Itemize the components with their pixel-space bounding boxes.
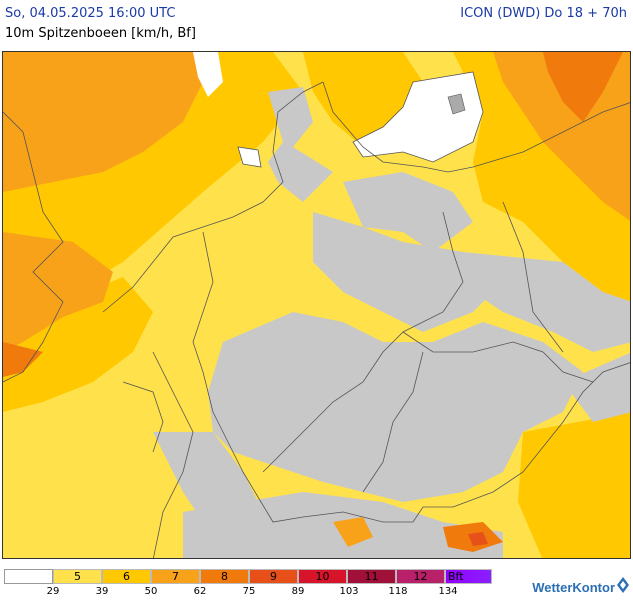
legend-swatch-bf6: 6 <box>102 569 151 584</box>
legend-swatch-bf5: 5 <box>53 569 102 584</box>
bf9-spot-alps <box>468 532 488 546</box>
bf8-area-baltic <box>543 52 623 122</box>
grey-area-jutland <box>268 87 333 202</box>
bf7-area-english-coast <box>3 232 113 352</box>
legend-swatch-bf12: 12 <box>396 569 445 584</box>
wetterkontor-mark-icon <box>617 577 629 593</box>
grey-area-south-germany <box>208 312 583 502</box>
bf6-area-southeast <box>518 412 630 558</box>
threshold-label: 62 <box>193 586 207 597</box>
grey-area-brandenburg <box>343 172 473 252</box>
threshold-label: 39 <box>95 586 109 597</box>
borders <box>3 71 630 558</box>
bft-legend: 5 6 7 8 9 10 11 12 Bft <box>4 569 492 586</box>
legend-swatch-below5 <box>4 569 53 584</box>
legend-swatch-bf8: 8 <box>200 569 249 584</box>
legend-swatch-bf7: 7 <box>151 569 200 584</box>
threshold-label: 134 <box>438 586 458 597</box>
threshold-label: 50 <box>144 586 158 597</box>
legend-swatch-bf11: 11 <box>347 569 396 584</box>
calm-area-baltic-sea <box>353 72 483 162</box>
legend-swatch-bft: Bft <box>445 569 492 584</box>
legend-swatch-bf10: 10 <box>298 569 347 584</box>
threshold-label: 103 <box>339 586 359 597</box>
parameter-label: 10m Spitzenboeen [km/h, Bf] <box>5 26 196 41</box>
bornholm-island <box>447 93 466 115</box>
bf7-spot-alps-west <box>333 517 373 547</box>
wetterkontor-logo[interactable]: WetterKontor <box>532 580 615 595</box>
gust-map-canvas <box>3 52 630 558</box>
calm-area-northsea <box>193 52 223 97</box>
run-time-label: So, 04.05.2025 16:00 UTC <box>5 6 176 21</box>
grey-area-poland <box>463 252 630 352</box>
legend-thresholds: 29 39 50 62 75 89 103 118 134 <box>4 586 504 600</box>
model-valid-label: ICON (DWD) Do 18 + 70h <box>460 6 627 21</box>
calm-area-frisian <box>238 147 261 167</box>
grey-area-hungary <box>563 352 630 422</box>
threshold-label: 75 <box>242 586 256 597</box>
grey-area-central-east <box>313 212 503 332</box>
threshold-label: 89 <box>291 586 305 597</box>
bf8-area-channel <box>3 342 43 377</box>
gust-map[interactable] <box>2 51 631 559</box>
bf7-area-northsea <box>3 52 203 192</box>
threshold-label: 118 <box>388 586 408 597</box>
threshold-label: 29 <box>46 586 60 597</box>
legend-swatch-bf9: 9 <box>249 569 298 584</box>
